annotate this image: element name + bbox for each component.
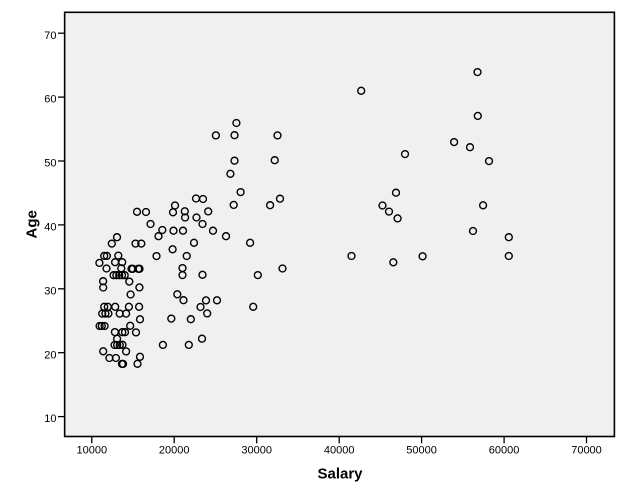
svg-text:Salary: Salary	[317, 466, 363, 483]
svg-text:70000: 70000	[571, 445, 602, 457]
svg-text:70: 70	[44, 30, 56, 42]
svg-text:40: 40	[44, 222, 56, 234]
svg-text:Age: Age	[24, 210, 41, 238]
svg-text:50000: 50000	[406, 445, 437, 457]
svg-text:60: 60	[44, 94, 56, 106]
svg-text:20: 20	[44, 349, 56, 361]
svg-text:30: 30	[44, 285, 56, 297]
svg-text:10: 10	[44, 413, 56, 425]
svg-text:10000: 10000	[77, 445, 108, 457]
svg-text:50: 50	[44, 158, 56, 170]
svg-text:60000: 60000	[489, 445, 520, 457]
svg-text:30000: 30000	[241, 445, 272, 457]
svg-text:20000: 20000	[159, 445, 190, 457]
svg-text:40000: 40000	[324, 445, 355, 457]
